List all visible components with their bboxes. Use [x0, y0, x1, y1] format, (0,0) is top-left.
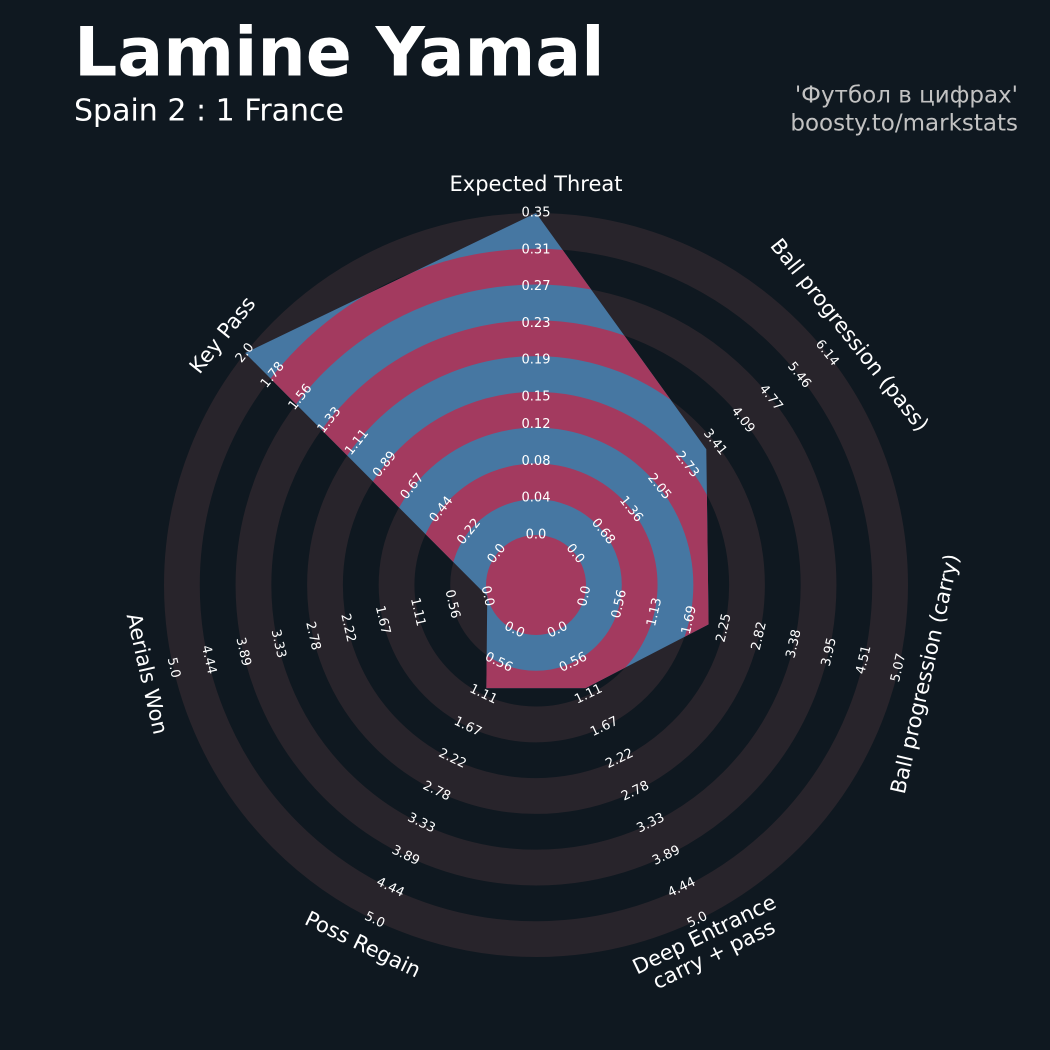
tick-label: 0.35 — [522, 206, 551, 221]
tick-label: 3.38 — [783, 628, 804, 660]
tick-label: 3.89 — [232, 636, 253, 668]
tick-label: 4.51 — [853, 644, 874, 676]
tick-label: 4.44 — [198, 644, 219, 676]
tick-label: 0.15 — [522, 390, 551, 405]
tick-label: 2.22 — [337, 612, 358, 644]
chart-subtitle: Spain 2 : 1 France — [74, 94, 344, 129]
tick-label: 5.0 — [164, 656, 183, 680]
tick-label: 0.0 — [478, 584, 497, 608]
tick-label: 0.04 — [522, 491, 551, 506]
tick-label: 0.0 — [526, 528, 547, 543]
tick-label: 0.31 — [522, 242, 551, 257]
alt-band — [486, 535, 586, 635]
tick-label: 0.27 — [522, 279, 551, 294]
tick-label: 0.56 — [442, 588, 463, 620]
tick-label: 0.12 — [522, 417, 551, 432]
tick-label: 2.82 — [749, 620, 770, 652]
tick-label: 2.25 — [714, 612, 735, 644]
tick-label: 0.19 — [522, 353, 551, 368]
credit: 'Футбол в цифрах' — [795, 83, 1018, 109]
tick-label: 5.07 — [888, 652, 909, 684]
chart-title: Lamine Yamal — [74, 14, 605, 93]
alt-band — [245, 248, 709, 689]
tick-label: 3.95 — [819, 636, 840, 668]
parameter-label: Expected Threat — [450, 172, 623, 196]
credit: boosty.to/markstats — [790, 111, 1018, 137]
tick-label: 0.08 — [522, 454, 551, 469]
tick-label: 0.56 — [609, 588, 630, 620]
tick-label: 1.69 — [679, 604, 700, 636]
tick-label: 1.13 — [644, 596, 665, 628]
tick-label: 0.0 — [575, 584, 594, 608]
tick-label: 2.78 — [302, 620, 323, 652]
tick-label: 0.23 — [522, 316, 551, 331]
tick-label: 1.11 — [407, 596, 428, 628]
tick-label: 1.67 — [372, 604, 393, 636]
tick-label: 3.33 — [268, 628, 289, 660]
